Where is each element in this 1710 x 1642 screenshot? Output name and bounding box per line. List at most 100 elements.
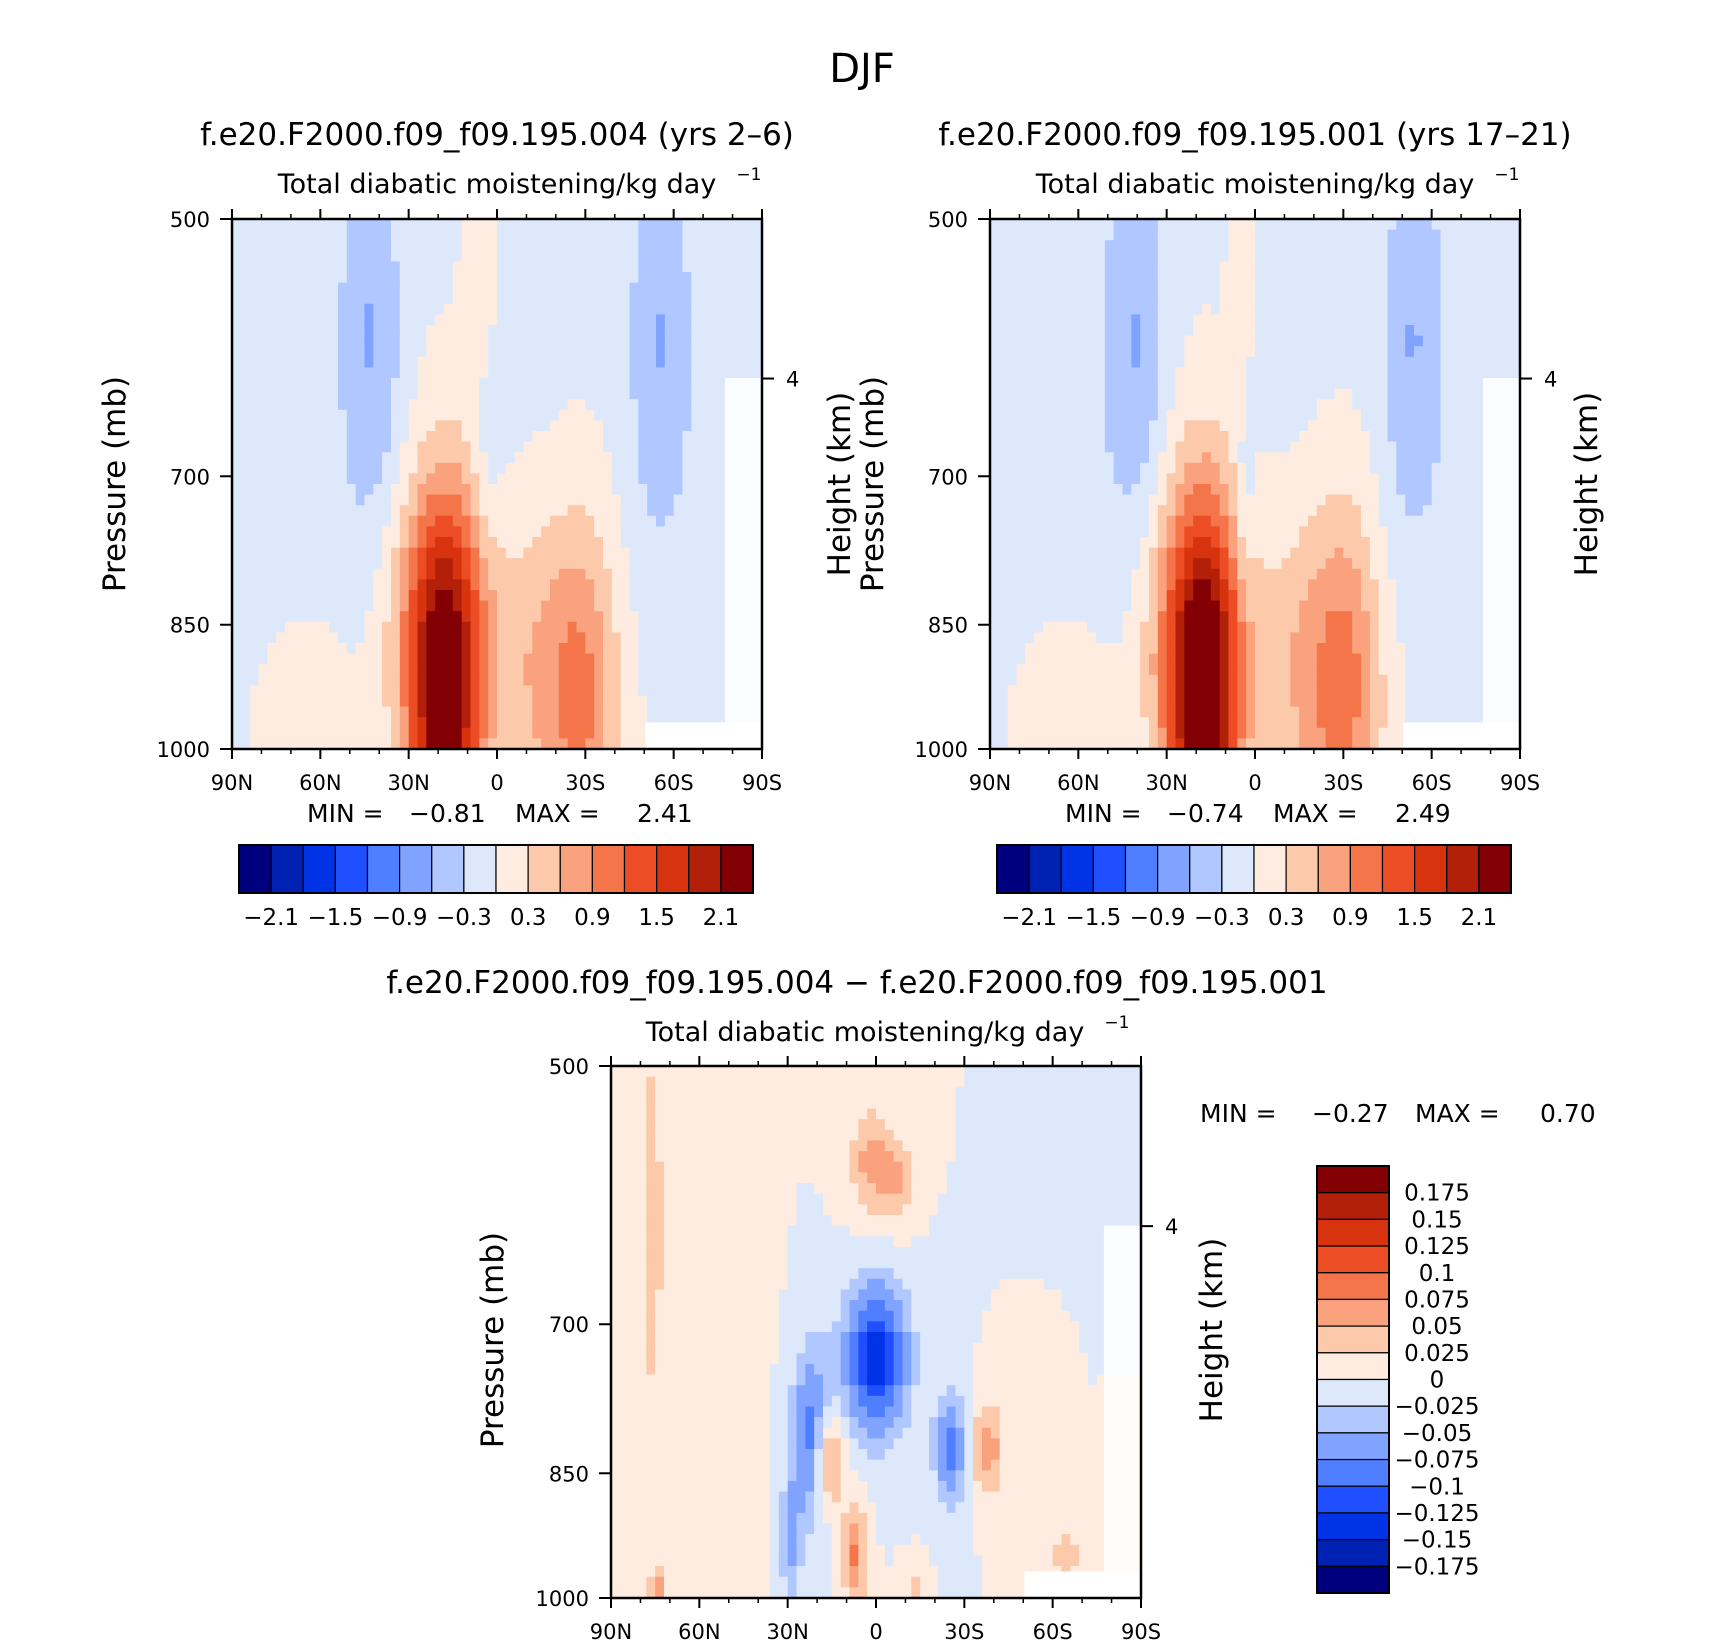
heatmap-cell	[673, 441, 684, 453]
heatmap-cell	[585, 367, 595, 379]
heatmap-cell	[267, 240, 277, 252]
heatmap-cell	[532, 388, 542, 400]
heatmap-cell	[1343, 409, 1353, 421]
heatmap-cell	[1228, 526, 1238, 538]
heatmap-cell	[990, 346, 1000, 358]
heatmap-cell	[656, 568, 666, 580]
heatmap-cell	[550, 420, 560, 432]
heatmap-cell	[479, 325, 489, 337]
heatmap-cell	[1025, 229, 1035, 241]
heatmap-cell	[620, 261, 631, 273]
heatmap-cell	[567, 473, 578, 485]
heatmap-cell	[514, 303, 525, 315]
heatmap-cell	[391, 452, 401, 464]
heatmap-cell	[391, 643, 401, 655]
heatmap-cell	[1449, 335, 1459, 347]
heatmap-cell	[1096, 282, 1106, 294]
heatmap-cell	[1484, 250, 1495, 262]
heatmap-cell	[567, 579, 578, 591]
heatmap-cell	[382, 526, 392, 538]
heatmap-cell	[1414, 388, 1424, 400]
heatmap-cell	[1025, 462, 1035, 474]
heatmap-cell	[1387, 335, 1397, 347]
heatmap-cell	[611, 590, 622, 602]
heatmap-cell	[426, 431, 436, 443]
heatmap-cell	[691, 441, 701, 453]
heatmap-cell	[1096, 452, 1106, 464]
heatmap-cell	[576, 367, 586, 379]
heatmap-cell	[717, 261, 728, 273]
heatmap-cell	[523, 229, 533, 241]
heatmap-cell	[1175, 547, 1185, 559]
heatmap-cell	[629, 303, 639, 315]
heatmap-cell	[638, 356, 648, 368]
heatmap-cell	[1290, 378, 1300, 390]
heatmap-cell	[1078, 441, 1088, 453]
heatmap-cell	[505, 717, 516, 729]
heatmap-cell	[1467, 240, 1477, 252]
heatmap-cell	[1087, 462, 1097, 474]
y-tick-label: 500	[170, 208, 210, 232]
heatmap-cell	[647, 484, 657, 496]
heatmap-cell	[1378, 314, 1389, 326]
heatmap-cell	[1458, 399, 1468, 411]
heatmap-cell	[709, 547, 719, 559]
heatmap-cell	[620, 494, 631, 506]
heatmap-cell	[1069, 303, 1079, 315]
heatmap-cell	[629, 473, 639, 485]
heatmap-cell	[276, 441, 286, 453]
heatmap-cell	[355, 738, 366, 750]
heatmap-cell	[656, 431, 666, 443]
heatmap-cell	[444, 568, 454, 580]
heatmap-cell	[382, 378, 392, 390]
heatmap-cell	[338, 473, 348, 485]
heatmap-cell	[629, 515, 639, 527]
heatmap-cell	[514, 621, 525, 633]
heatmap-cell	[647, 346, 657, 358]
heatmap-cell	[452, 621, 463, 633]
heatmap-cell	[1290, 441, 1300, 453]
heatmap-cell	[629, 674, 639, 686]
heatmap-cell	[311, 643, 321, 655]
heatmap-cell	[603, 674, 613, 686]
heatmap-cell	[1272, 303, 1283, 315]
heatmap-cell	[505, 505, 516, 517]
heatmap-cell	[1016, 409, 1026, 421]
heatmap-cell	[514, 600, 525, 612]
heatmap-cell	[488, 643, 498, 655]
heatmap-cell	[488, 388, 498, 400]
heatmap-cell	[382, 685, 392, 697]
heatmap-cell	[1378, 293, 1389, 305]
heatmap-cell	[391, 272, 401, 284]
heatmap-cell	[346, 367, 357, 379]
heatmap-cell	[717, 484, 728, 496]
heatmap-cell	[1316, 335, 1327, 347]
heatmap-cell	[1352, 346, 1362, 358]
heatmap-cell	[1175, 420, 1185, 432]
heatmap-cell	[1449, 356, 1459, 368]
heatmap-cell	[399, 505, 410, 517]
heatmap-cell	[444, 399, 454, 411]
heatmap-cell	[1060, 219, 1071, 231]
heatmap-cell	[1051, 494, 1062, 506]
heatmap-cell	[1096, 420, 1106, 432]
heatmap-cell	[1193, 473, 1203, 485]
heatmap-cell	[1060, 452, 1071, 464]
heatmap-cell	[232, 282, 242, 294]
heatmap-cell	[611, 367, 622, 379]
heatmap-cell	[338, 388, 348, 400]
heatmap-cell	[691, 621, 701, 633]
heatmap-cell	[709, 462, 719, 474]
heatmap-cell	[1113, 346, 1124, 358]
heatmap-cell	[1299, 505, 1309, 517]
heatmap-cell	[240, 441, 251, 453]
heatmap-cell	[232, 293, 242, 305]
heatmap-cell	[329, 229, 339, 241]
heatmap-cell	[1272, 409, 1283, 421]
heatmap-cell	[1104, 537, 1115, 549]
heatmap-cell	[691, 515, 701, 527]
heatmap-cell	[1405, 314, 1415, 326]
heatmap-cell	[638, 462, 648, 474]
heatmap-cell	[700, 537, 710, 549]
heatmap-cell	[532, 261, 542, 273]
